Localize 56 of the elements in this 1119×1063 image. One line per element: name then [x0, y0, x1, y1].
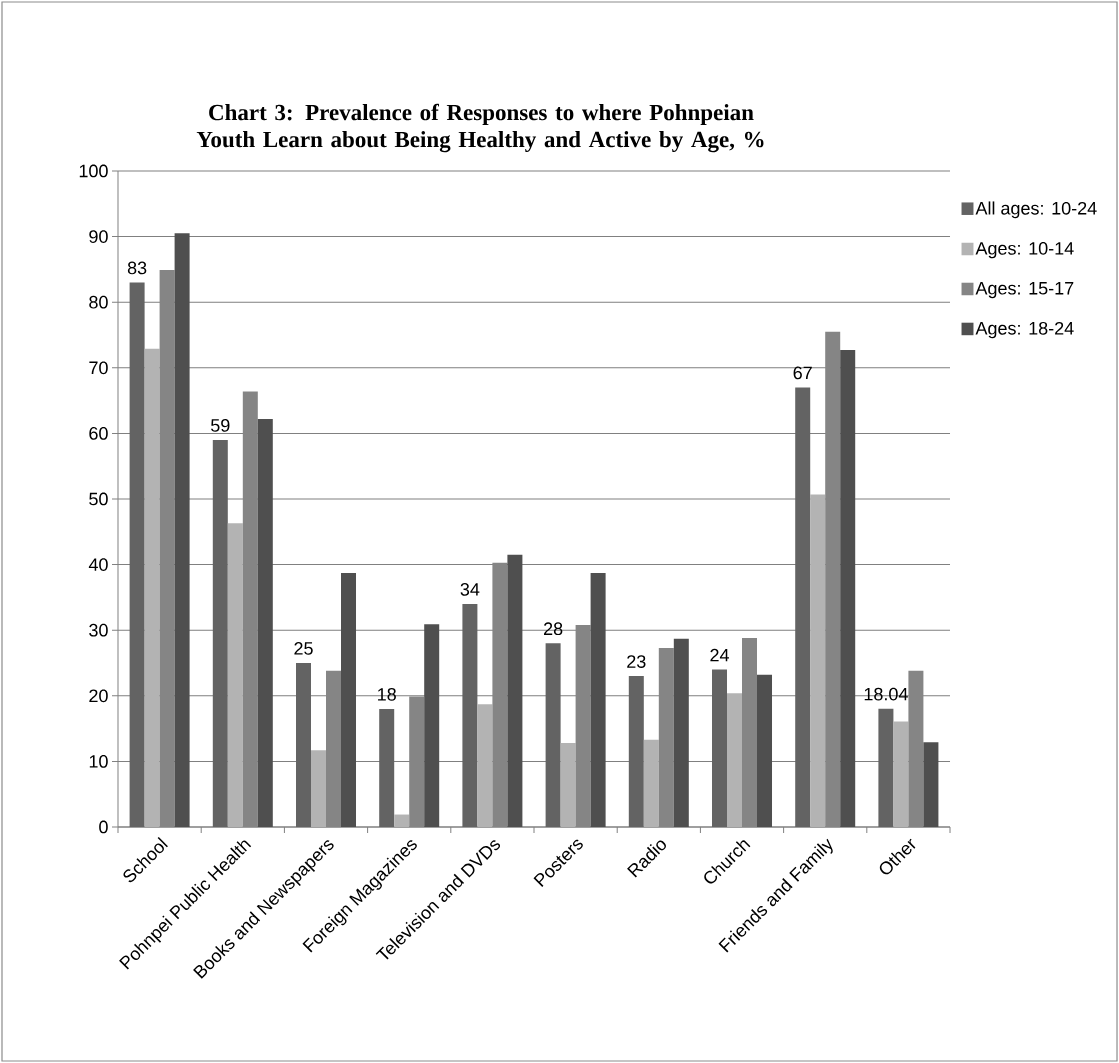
y-tick-label: 90	[89, 230, 108, 243]
legend-label: Ages: 15-17	[975, 282, 1074, 299]
bar	[545, 643, 561, 827]
bar	[227, 523, 243, 827]
bar	[757, 674, 773, 827]
bar	[174, 233, 190, 827]
y-tick-label: 10	[89, 755, 108, 768]
bar	[477, 704, 493, 827]
data-label: 59	[211, 419, 230, 432]
bar	[129, 282, 145, 827]
bar	[257, 418, 273, 827]
data-label: 18	[378, 687, 396, 701]
data-label: 25	[294, 642, 313, 655]
bar	[810, 494, 826, 827]
y-tick-label: 60	[89, 427, 108, 440]
bar	[893, 721, 909, 827]
bar	[590, 573, 606, 827]
bar	[212, 439, 228, 827]
bar	[840, 350, 856, 827]
bar	[424, 624, 440, 827]
y-tick-label: 100	[79, 164, 108, 178]
y-tick-label: 40	[88, 558, 108, 571]
data-label: 23	[627, 655, 646, 668]
y-tick-label: 0	[99, 820, 108, 834]
bar	[462, 603, 478, 827]
bar	[923, 742, 939, 827]
bar	[507, 554, 523, 827]
bar	[379, 708, 395, 827]
y-tick-label: 30	[89, 623, 108, 637]
bar	[311, 750, 326, 827]
bar	[795, 387, 811, 827]
bar	[296, 663, 311, 827]
bar	[394, 814, 410, 827]
bar	[341, 573, 357, 827]
bar	[712, 669, 728, 827]
bar	[144, 348, 160, 827]
bar	[560, 743, 576, 827]
chart-title: Chart 3: Prevalence of Responses to where Pohnpeian Youth Learn about Being Healthy and Active by Age, %	[196, 103, 764, 153]
bar	[673, 638, 689, 827]
y-tick-label: 70	[89, 361, 108, 375]
data-label: 34	[460, 583, 480, 596]
legend-label: Ages: 18-24	[975, 321, 1074, 339]
y-tick-label: 80	[89, 295, 108, 309]
legend-label: Ages: 10-14	[975, 241, 1074, 259]
bar	[628, 676, 644, 827]
y-tick-label: 20	[89, 689, 108, 703]
legend-label: All ages: 10-24	[975, 201, 1097, 219]
bar	[643, 739, 659, 827]
bar	[727, 693, 743, 827]
data-label: 18.04	[864, 687, 908, 701]
data-label: 67	[793, 366, 812, 380]
data-label: 24	[710, 648, 729, 662]
y-tick-label: 50	[89, 492, 108, 506]
data-label: 83	[127, 261, 147, 275]
data-label: 28	[544, 622, 563, 636]
bar	[878, 708, 894, 827]
